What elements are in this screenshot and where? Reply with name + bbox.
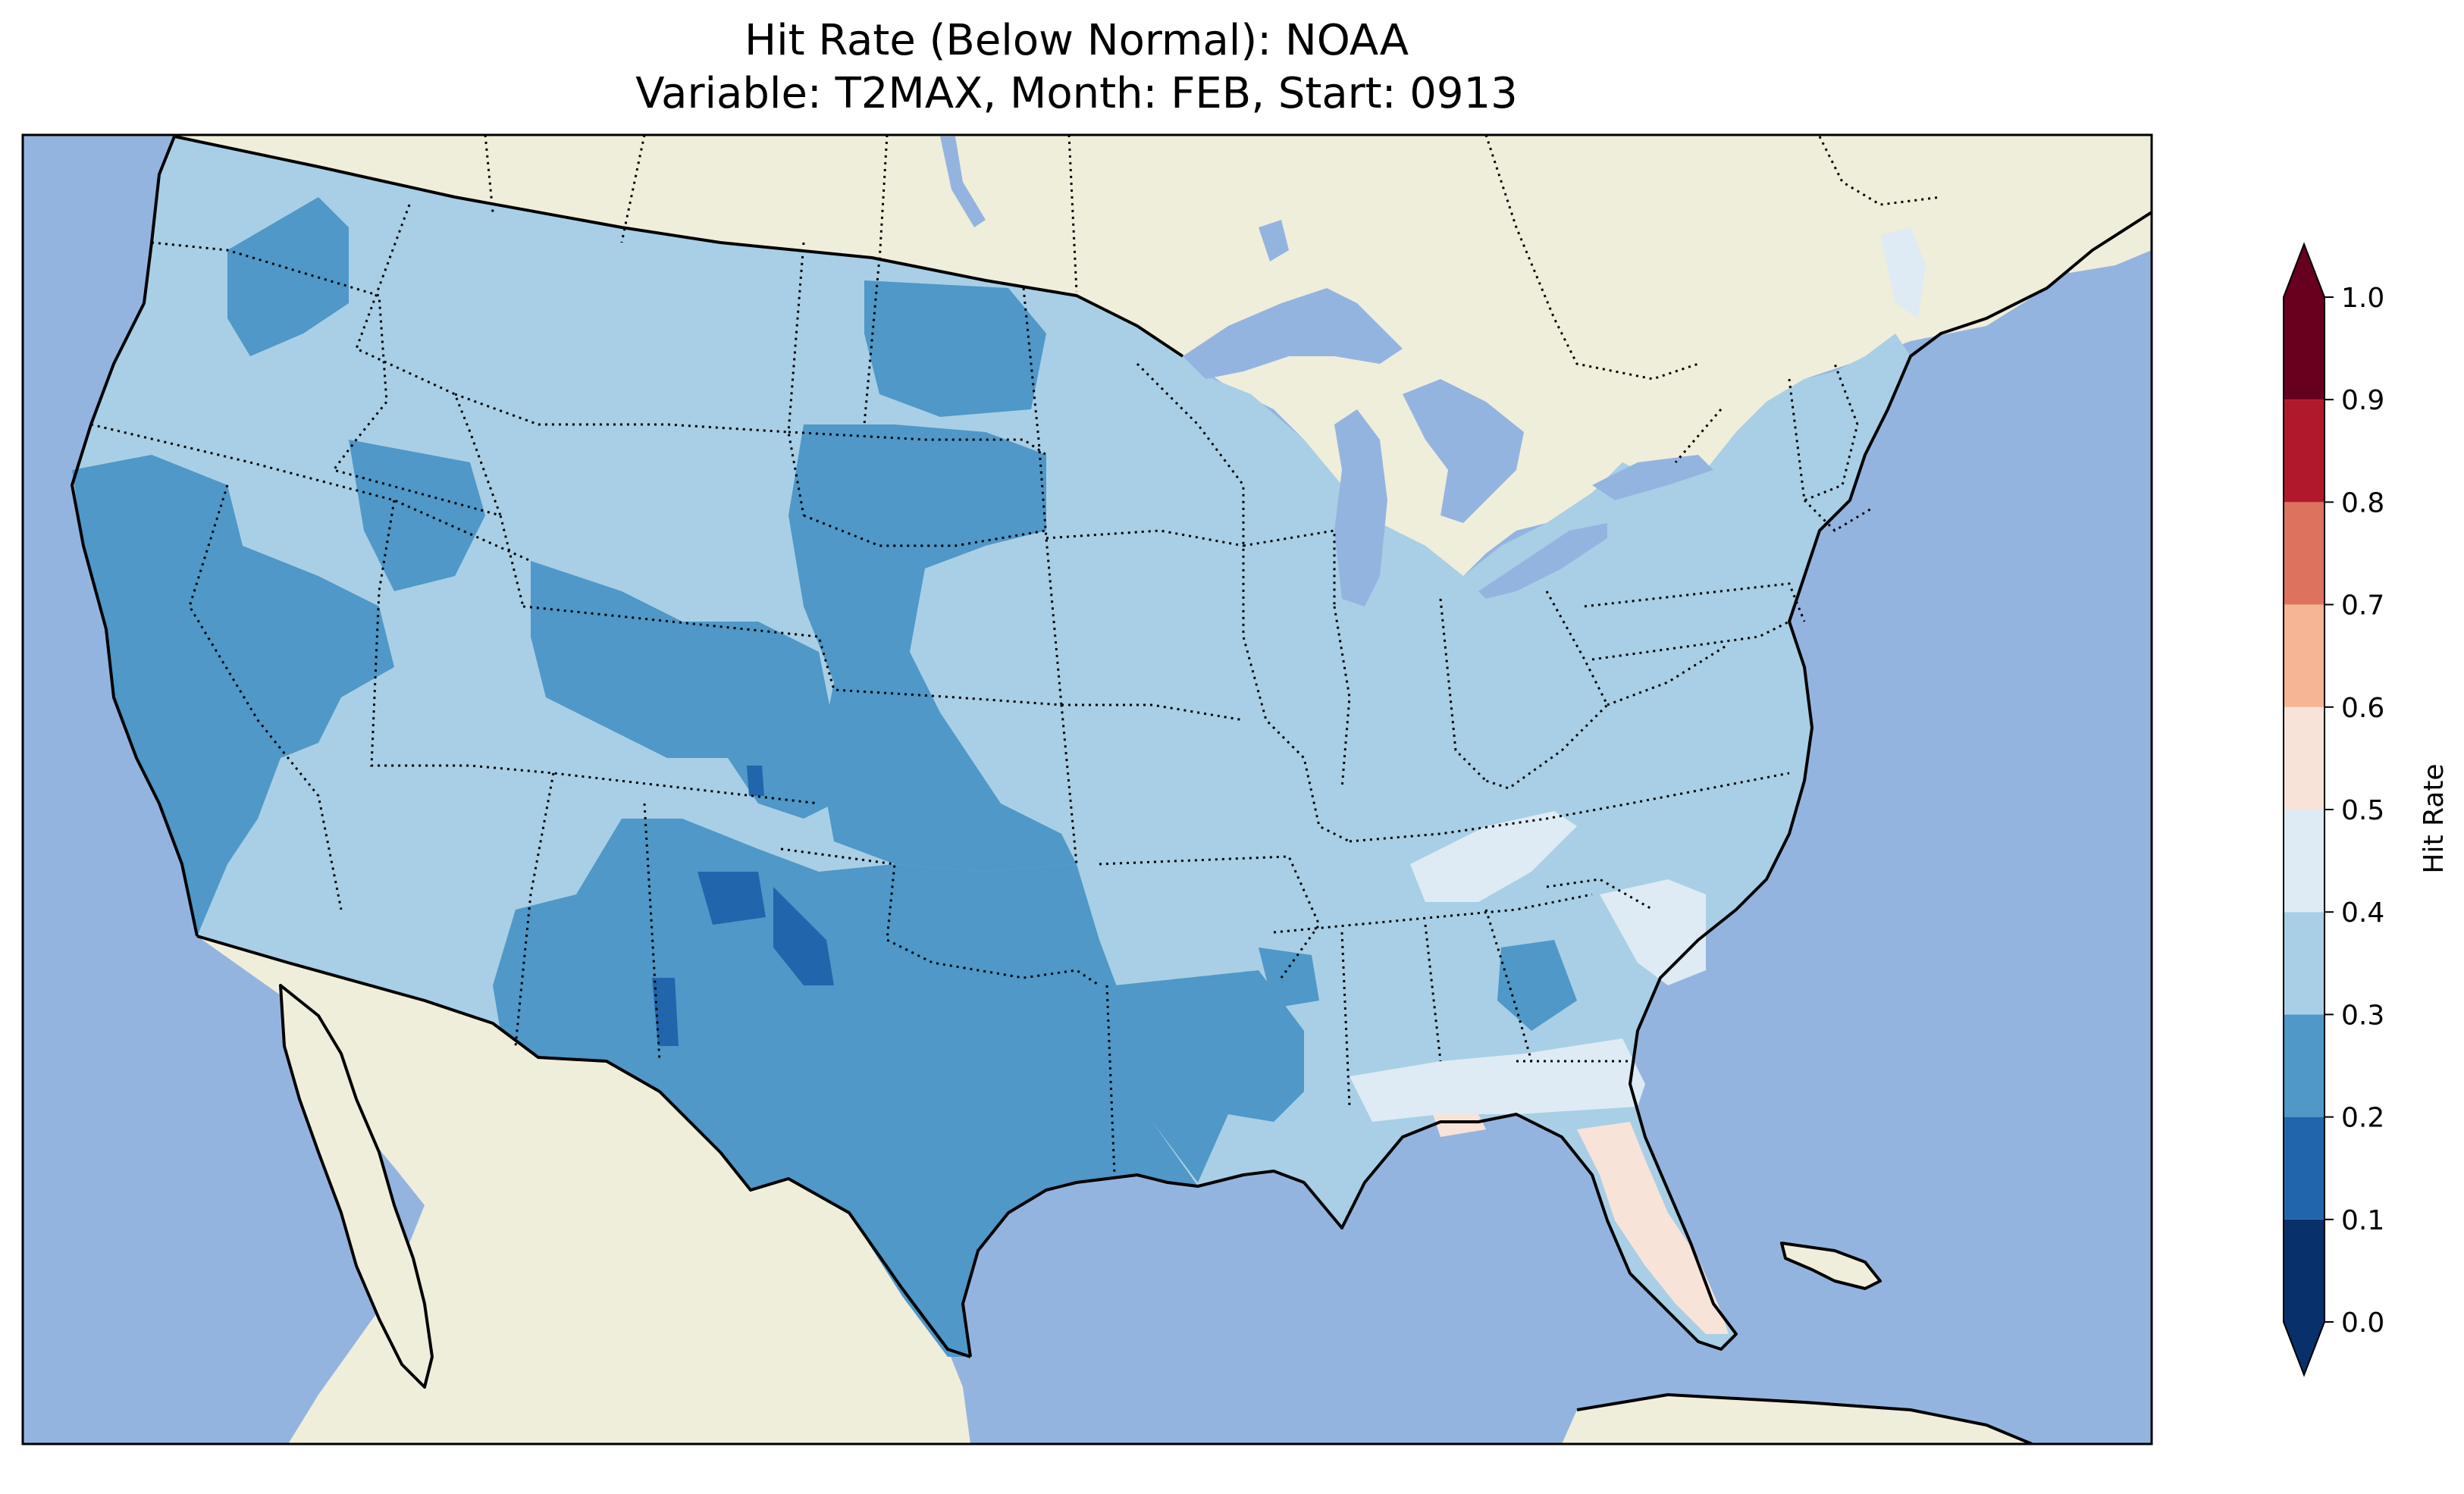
region-colorado-dark bbox=[747, 766, 764, 796]
colorbar-tick-label: 0.7 bbox=[2341, 590, 2384, 622]
colorbar-bin-4 bbox=[2284, 810, 2324, 913]
region-great-plains bbox=[788, 424, 1077, 872]
colorbar-tick-label: 0.4 bbox=[2341, 897, 2384, 929]
colorbar-bin-2 bbox=[2284, 1014, 2324, 1117]
region-florida-panhandle bbox=[1433, 1114, 1486, 1137]
region-west-coast bbox=[72, 455, 394, 936]
map-area bbox=[23, 135, 2152, 1444]
colorbar: 0.0 0.1 0.2 0.3 0.4 0.5 0.6 0.7 0.8 0.9 1.0 Hit Ra… bbox=[2283, 242, 2450, 1377]
coastlines bbox=[71, 135, 2152, 1444]
central-america-land bbox=[1562, 1395, 2032, 1444]
region-tennessee-light bbox=[1410, 811, 1577, 902]
region-tx-panhandle-dark bbox=[773, 887, 834, 985]
lake-superior bbox=[1183, 288, 1403, 379]
region-arkansas-louisiana bbox=[1114, 970, 1304, 1182]
region-new-mexico-texas bbox=[493, 819, 1198, 1357]
lake-michigan bbox=[1334, 409, 1387, 606]
region-north-dakota bbox=[864, 280, 1046, 417]
colorbar-outline bbox=[2283, 242, 2325, 1377]
lake-nipigon bbox=[1259, 220, 1289, 262]
colorbar-extend-under bbox=[2284, 1322, 2324, 1375]
colorbar-tick-label: 0.0 bbox=[2341, 1308, 2384, 1339]
lake-ontario bbox=[1592, 455, 1713, 500]
lake-winnipeg bbox=[940, 136, 986, 227]
region-gulf-coast-light bbox=[1350, 1038, 1645, 1122]
map-subtitle: Variable: T2MAX, Month: FEB, Start: 0913 bbox=[635, 69, 1518, 118]
baja-peninsula bbox=[281, 985, 432, 1387]
colorbar-bin-3 bbox=[2284, 912, 2324, 1015]
cuba bbox=[1782, 1243, 1880, 1289]
colorbar-extend-over bbox=[2284, 244, 2324, 297]
colorbar-bin-9 bbox=[2284, 297, 2324, 400]
colorbar-bin-0 bbox=[2284, 1219, 2324, 1322]
region-nevada bbox=[250, 576, 364, 728]
colorbar-bin-8 bbox=[2284, 399, 2324, 503]
map-title: Hit Rate (Below Normal): NOAA bbox=[744, 16, 1409, 65]
region-mississippi bbox=[1259, 947, 1319, 1008]
colorbar-bin-7 bbox=[2284, 502, 2324, 605]
region-utah-colorado bbox=[531, 561, 834, 819]
region-idaho bbox=[349, 440, 485, 591]
state-boundaries bbox=[90, 204, 1873, 1176]
colorbar-tick-label: 0.2 bbox=[2341, 1103, 2384, 1134]
colorbar-tick-label: 0.8 bbox=[2341, 487, 2384, 518]
canada-province-boundaries bbox=[484, 135, 1942, 381]
colorbar-bin-6 bbox=[2284, 604, 2324, 707]
lake-huron bbox=[1403, 379, 1524, 523]
map-frame bbox=[21, 133, 2153, 1445]
lake-erie bbox=[1478, 523, 1607, 599]
colorbar-tick-label: 0.9 bbox=[2341, 385, 2384, 416]
nova-scotia bbox=[2039, 135, 2152, 273]
region-maine-light bbox=[1880, 227, 1926, 318]
colorbar-tick-label: 0.1 bbox=[2341, 1205, 2384, 1236]
colorbar-tick-label: 1.0 bbox=[2341, 283, 2384, 314]
region-nm-dark bbox=[698, 872, 766, 925]
colorbar-tick-label: 0.6 bbox=[2341, 693, 2384, 724]
hit-rate-regions bbox=[72, 197, 1926, 1357]
colorbar-bin-5 bbox=[2284, 706, 2324, 810]
colorbar-label: Hit Rate bbox=[2419, 763, 2450, 873]
region-washington bbox=[227, 197, 349, 356]
region-florida-peninsula bbox=[1577, 1122, 1729, 1334]
colorbar-bin-1 bbox=[2284, 1117, 2324, 1220]
colorbar-tick-label: 0.5 bbox=[2341, 795, 2384, 826]
great-lakes bbox=[940, 136, 1713, 606]
colorbar-tick-label: 0.3 bbox=[2341, 1000, 2384, 1031]
